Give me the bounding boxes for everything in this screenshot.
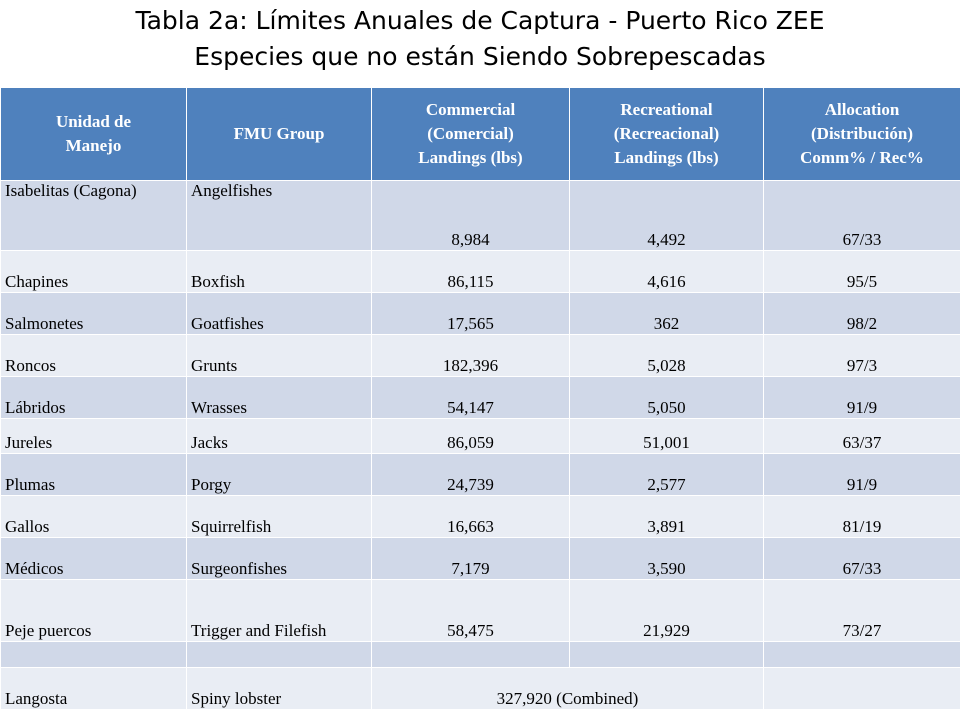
cell-unit: Salmonetes	[0, 292, 187, 335]
cell-unit: Roncos	[0, 334, 187, 377]
cell-unit: Langosta	[0, 667, 187, 710]
cell-allocation: 97/3	[763, 334, 960, 377]
blank-cell	[763, 641, 960, 668]
header-commercial: Commercial (Comercial) Landings (lbs)	[371, 87, 570, 181]
cell-fmu: Squirrelfish	[186, 495, 372, 538]
table-row: Salmonetes Goatfishes 17,565 362 98/2	[0, 292, 960, 335]
cell-commercial: 24,739	[371, 453, 570, 496]
cell-allocation: 91/9	[763, 453, 960, 496]
cell-fmu: Jacks	[186, 418, 372, 454]
blank-cell	[0, 641, 187, 668]
cell-fmu: Spiny lobster	[186, 667, 372, 710]
cell-commercial: 17,565	[371, 292, 570, 335]
cell-allocation: 67/33	[763, 537, 960, 580]
blank-cell	[186, 641, 372, 668]
cell-allocation: 67/33	[763, 180, 960, 251]
cell-unit: Gallos	[0, 495, 187, 538]
catch-limits-table: Unidad de Manejo FMU Group Commercial (Com…	[0, 87, 960, 710]
cell-fmu: Grunts	[186, 334, 372, 377]
cell-fmu: Trigger and Filefish	[186, 579, 372, 642]
cell-recreational: 51,001	[569, 418, 764, 454]
cell-fmu: Goatfishes	[186, 292, 372, 335]
cell-commercial: 16,663	[371, 495, 570, 538]
cell-recreational: 3,590	[569, 537, 764, 580]
table-row: Plumas Porgy 24,739 2,577 91/9	[0, 453, 960, 496]
cell-commercial: 54,147	[371, 376, 570, 419]
header-recreational: Recreational (Recreacional) Landings (lbs)	[569, 87, 764, 181]
lobster-row: Langosta Spiny lobster 327,920 (Combined…	[0, 667, 960, 710]
cell-unit: Plumas	[0, 453, 187, 496]
cell-recreational: 2,577	[569, 453, 764, 496]
cell-unit: Peje puercos	[0, 579, 187, 642]
blank-row	[0, 641, 960, 668]
cell-unit: Chapines	[0, 250, 187, 293]
cell-recreational: 4,616	[569, 250, 764, 293]
table-row: Isabelitas (Cagona) Angelfishes 8,984 4,…	[0, 180, 960, 251]
header-fmu-group: FMU Group	[186, 87, 372, 181]
cell-commercial: 7,179	[371, 537, 570, 580]
cell-allocation-empty	[763, 667, 960, 710]
blank-cell	[371, 641, 570, 668]
cell-fmu: Boxfish	[186, 250, 372, 293]
cell-allocation: 95/5	[763, 250, 960, 293]
cell-recreational: 362	[569, 292, 764, 335]
cell-recreational: 3,891	[569, 495, 764, 538]
cell-commercial: 86,059	[371, 418, 570, 454]
cell-fmu: Porgy	[186, 453, 372, 496]
cell-allocation: 98/2	[763, 292, 960, 335]
cell-unit: Lábridos	[0, 376, 187, 419]
cell-unit: Médicos	[0, 537, 187, 580]
header-allocation: Allocation (Distribución) Comm% / Rec%	[763, 87, 960, 181]
cell-combined-landings: 327,920 (Combined)	[371, 667, 764, 710]
table-row: Roncos Grunts 182,396 5,028 97/3	[0, 334, 960, 377]
cell-recreational: 5,028	[569, 334, 764, 377]
blank-cell	[569, 641, 764, 668]
title-line-1: Tabla 2a: Límites Anuales de Captura - P…	[135, 6, 825, 35]
table-row: Gallos Squirrelfish 16,663 3,891 81/19	[0, 495, 960, 538]
title-line-2: Especies que no están Siendo Sobrepescad…	[194, 42, 766, 71]
cell-fmu: Surgeonfishes	[186, 537, 372, 580]
cell-fmu: Wrasses	[186, 376, 372, 419]
cell-allocation: 91/9	[763, 376, 960, 419]
cell-fmu: Angelfishes	[186, 180, 372, 251]
table-row: Médicos Surgeonfishes 7,179 3,590 67/33	[0, 537, 960, 580]
cell-commercial: 86,115	[371, 250, 570, 293]
cell-commercial: 58,475	[371, 579, 570, 642]
cell-unit: Isabelitas (Cagona)	[0, 180, 187, 251]
cell-allocation: 73/27	[763, 579, 960, 642]
cell-recreational: 5,050	[569, 376, 764, 419]
table-row: Lábridos Wrasses 54,147 5,050 91/9	[0, 376, 960, 419]
table-row: Jureles Jacks 86,059 51,001 63/37	[0, 418, 960, 454]
cell-commercial: 8,984	[371, 180, 570, 251]
cell-commercial: 182,396	[371, 334, 570, 377]
header-unidad: Unidad de Manejo	[0, 87, 187, 181]
cell-recreational: 4,492	[569, 180, 764, 251]
header-row: Unidad de Manejo FMU Group Commercial (Com…	[0, 87, 960, 181]
cell-allocation: 63/37	[763, 418, 960, 454]
table-row: Peje puercos Trigger and Filefish 58,475…	[0, 579, 960, 642]
cell-unit: Jureles	[0, 418, 187, 454]
table-row: Chapines Boxfish 86,115 4,616 95/5	[0, 250, 960, 293]
cell-allocation: 81/19	[763, 495, 960, 538]
cell-recreational: 21,929	[569, 579, 764, 642]
